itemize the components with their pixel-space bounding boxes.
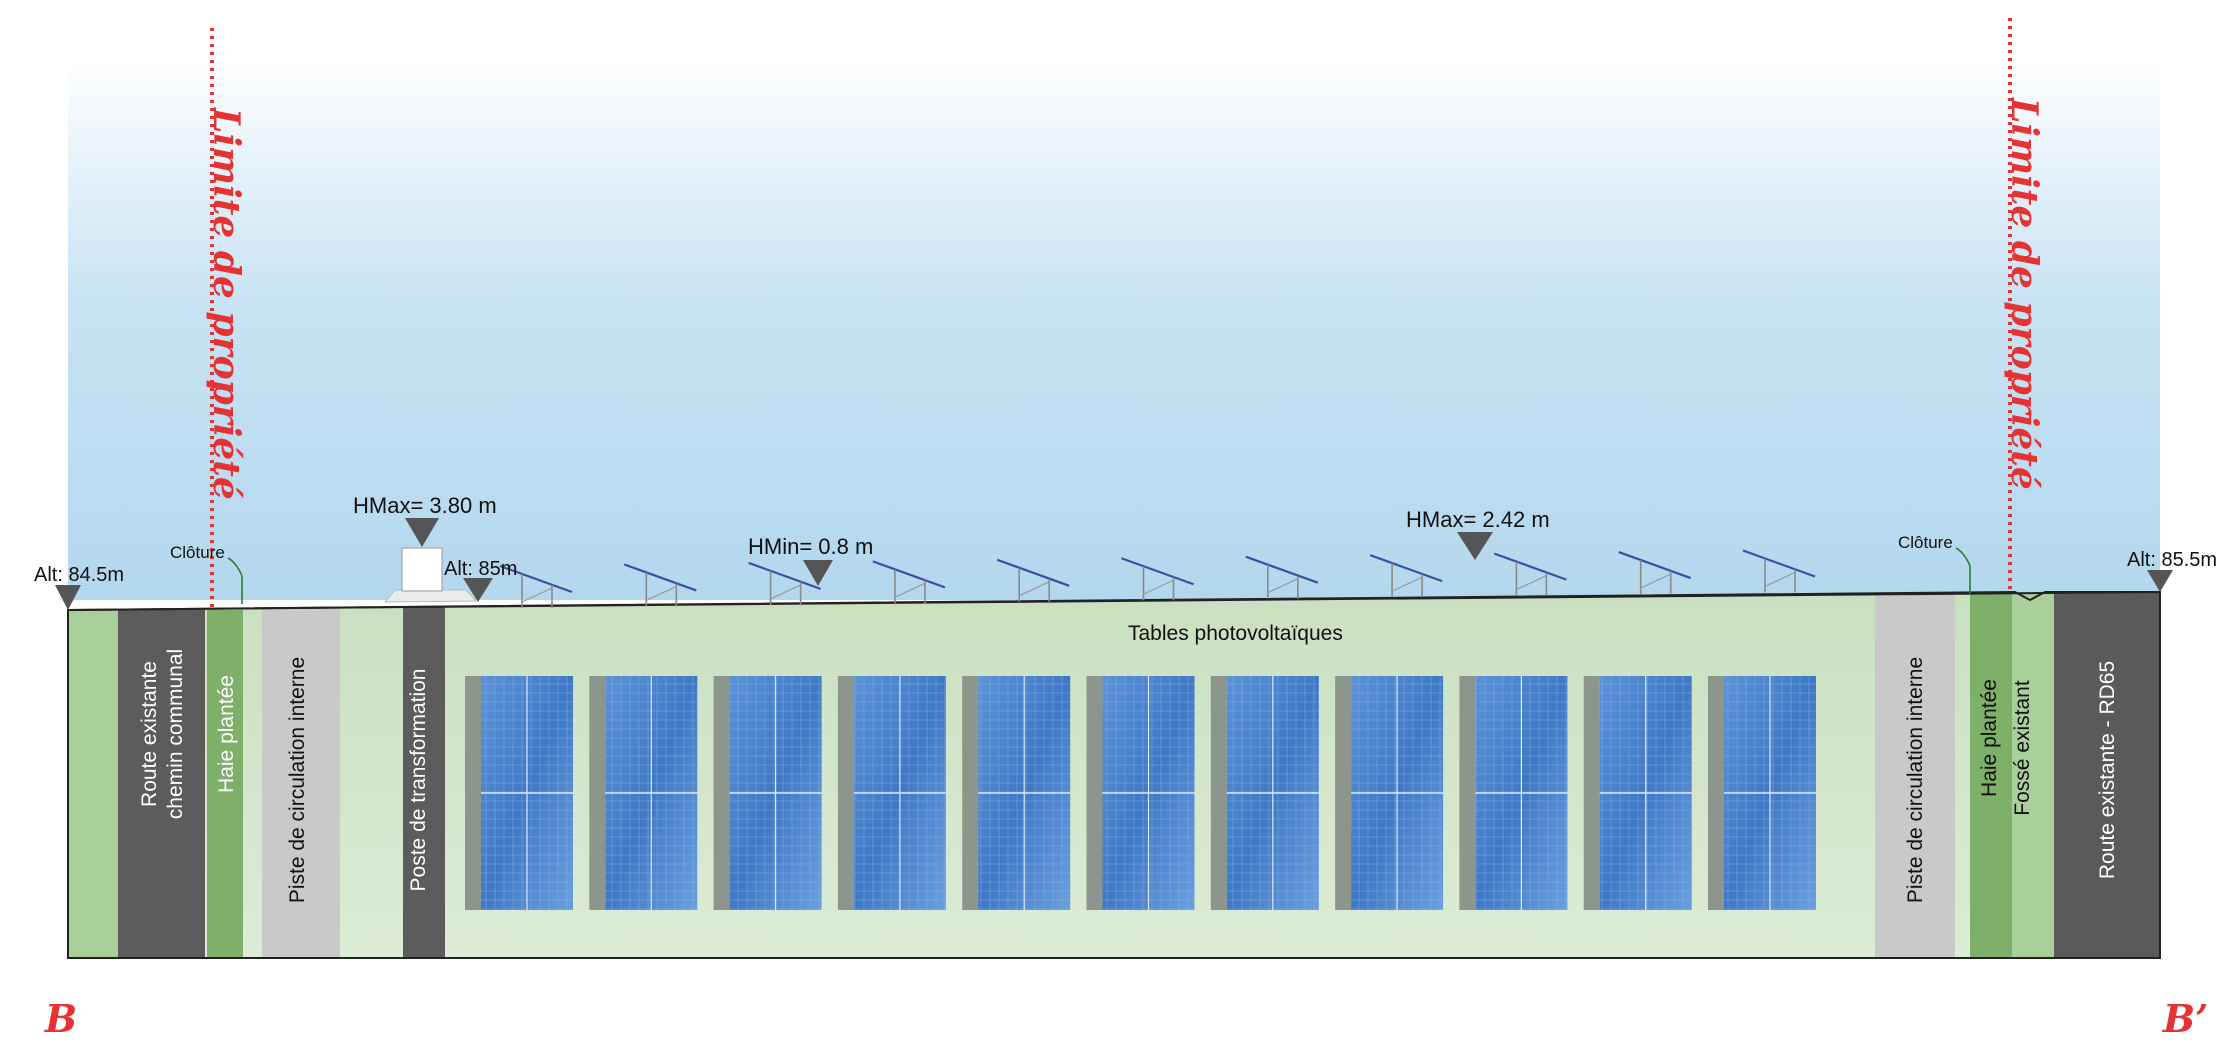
band-label-route-communal-1: Route existante <box>138 661 161 807</box>
strip-verge-left <box>68 610 118 958</box>
pv-table-plan <box>465 676 573 910</box>
pv-table-plan <box>1335 676 1444 910</box>
strip-poste <box>403 606 445 958</box>
fence-label-right: Clôture <box>1898 533 1953 552</box>
height-marker-hmin-icon <box>803 560 833 586</box>
sky-background <box>68 60 2160 600</box>
band-label-haie-right: Haie plantée <box>1978 679 2001 797</box>
pv-table-plan <box>1583 676 1692 910</box>
pv-tables-plan <box>465 676 1816 910</box>
altitude-label-right: Alt: 85.5m <box>2127 549 2217 571</box>
pv-table-plan <box>1210 676 1319 910</box>
fence-left <box>227 557 243 604</box>
altitude-marker-left-icon <box>55 585 81 610</box>
band-label-haie-left: Haie plantée <box>215 675 238 793</box>
tables-photovoltaiques-label: Tables photovoltaïques <box>1128 622 1343 645</box>
band-label-piste-left: Piste de circulation interne <box>286 657 309 903</box>
fence-label-left: Clôture <box>170 543 225 562</box>
transformer-station <box>383 547 478 603</box>
pv-table-plan <box>1459 676 1568 910</box>
strip-piste-right <box>1875 594 1955 958</box>
height-marker-hmax1-icon <box>405 518 439 547</box>
pv-table-elevation <box>1742 549 1816 593</box>
pv-tables-elevation <box>499 549 1816 608</box>
pv-table-elevation <box>499 564 573 608</box>
strip-piste-left <box>262 608 340 958</box>
pv-table-plan <box>589 676 698 910</box>
strip-fosse <box>2012 594 2054 958</box>
pv-table-elevation <box>1494 552 1567 596</box>
band-label-poste: Poste de transformation <box>407 669 430 892</box>
pv-table-plan <box>1708 676 1816 910</box>
band-label-piste-right: Piste de circulation interne <box>1904 657 1927 903</box>
pv-table-plan <box>1086 676 1195 910</box>
strip-route-rd65 <box>2054 592 2160 958</box>
ground-plan <box>67 590 2161 959</box>
pv-table-elevation <box>1245 555 1319 599</box>
property-limit-label-right: Limite de propriété <box>2003 97 2045 490</box>
altitude-marker-right-icon <box>2147 570 2173 592</box>
strip-haie-left <box>207 610 243 958</box>
pv-table-elevation <box>623 563 697 607</box>
pv-table-elevation <box>1369 554 1443 598</box>
terrain-profile-line <box>67 590 2160 611</box>
section-label-end: B’ <box>2162 996 2208 1041</box>
pv-table-plan <box>837 676 946 910</box>
height-label-hmax2: HMax= 2.42 m <box>1406 507 1550 532</box>
height-marker-hmax2-icon <box>1457 532 1493 560</box>
fence-right <box>1955 547 1971 594</box>
altitude-label-mid: Alt: 85m <box>444 558 517 580</box>
strip-haie-right <box>1970 594 2012 958</box>
band-label-route-communal-2: chemin communal <box>164 649 187 819</box>
pv-table-elevation <box>996 558 1070 602</box>
pv-table-elevation <box>872 560 946 604</box>
pv-table-plan <box>713 676 822 910</box>
pv-table-elevation <box>748 561 821 605</box>
height-label-hmax1: HMax= 3.80 m <box>353 493 497 518</box>
altitude-marker-mid-icon <box>463 578 493 602</box>
pv-table-elevation <box>1618 551 1692 595</box>
altitude-label-left: Alt: 84.5m <box>34 564 124 586</box>
section-label-start: B <box>44 996 77 1041</box>
height-label-hmin: HMin= 0.8 m <box>748 534 873 559</box>
pv-table-plan <box>962 676 1071 910</box>
band-label-fosse: Fossé existant <box>2011 680 2034 816</box>
strip-route-communal <box>118 610 205 958</box>
property-limit-label-left: Limite de propriété <box>205 107 247 500</box>
pv-table-elevation <box>1121 557 1194 601</box>
band-label-route-rd65: Route existante - RD65 <box>2096 661 2119 879</box>
